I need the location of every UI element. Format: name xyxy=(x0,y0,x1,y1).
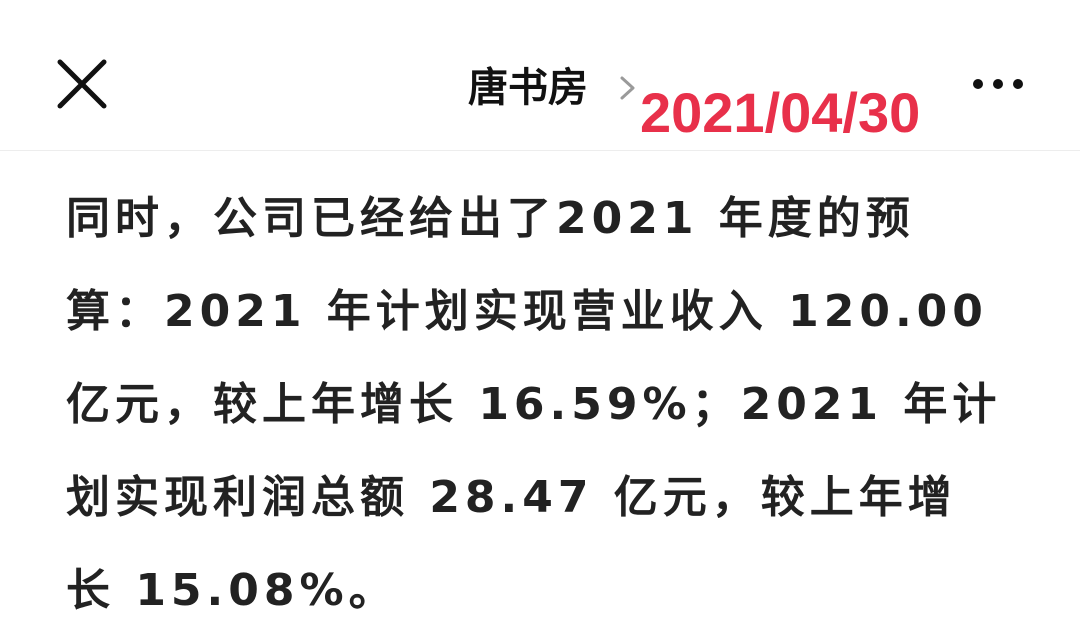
article-line: 算：2021 年计划实现营业收入 120.00 xyxy=(66,286,988,337)
top-nav-bar: 唐书房 xyxy=(0,0,1080,151)
account-name-link[interactable]: 唐书房 xyxy=(468,65,588,111)
chevron-right-icon xyxy=(618,72,638,104)
article-line: 长 15.08%。 xyxy=(66,565,398,616)
date-watermark: 2021/04/30 xyxy=(640,81,921,144)
article-line: 亿元，较上年增长 16.59%；2021 年计 xyxy=(66,379,1002,430)
article-line: 划实现利润总额 28.47 亿元，较上年增 xyxy=(66,472,957,523)
article-line: 同时，公司已经给出了2021 年度的预 xyxy=(66,193,915,244)
more-dots-icon xyxy=(966,72,1030,100)
close-icon xyxy=(52,56,112,112)
more-options-button[interactable] xyxy=(966,72,1030,100)
close-button[interactable] xyxy=(52,56,112,112)
article-paragraph: 同时，公司已经给出了2021 年度的预 算：2021 年计划实现营业收入 120… xyxy=(66,172,1016,637)
